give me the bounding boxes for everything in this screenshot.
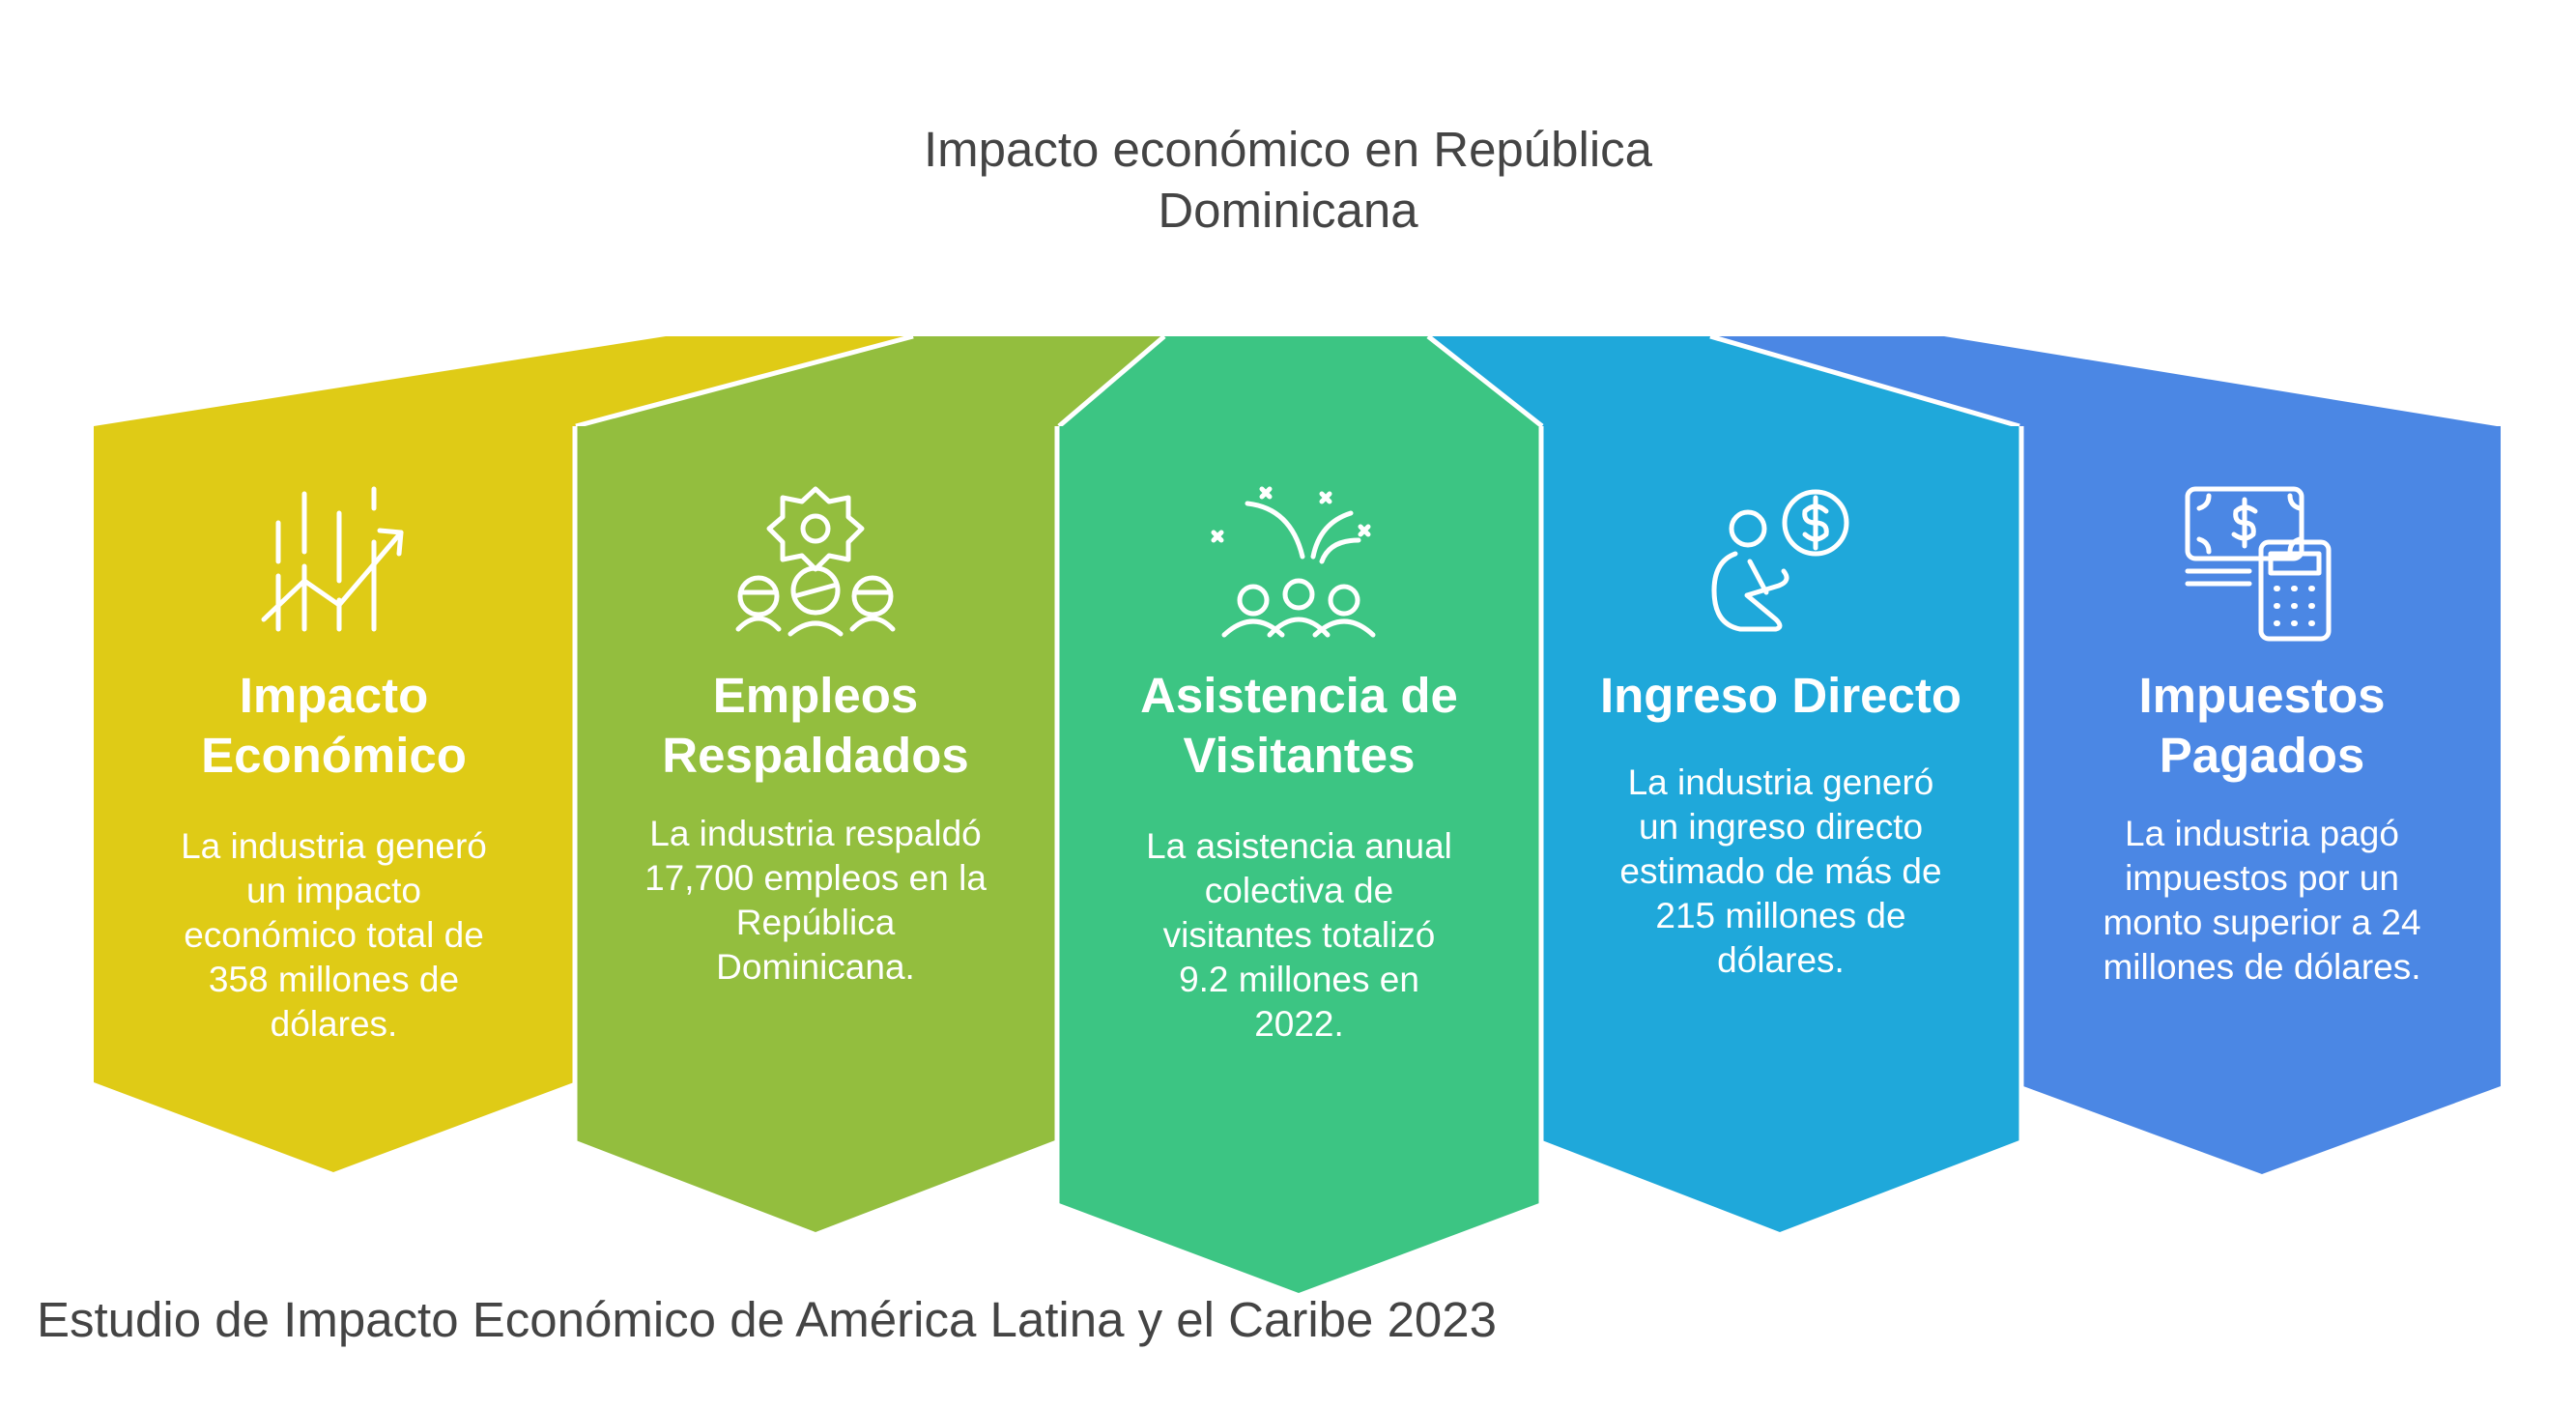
panel-empleos-respaldados: Empleos Respaldados La industria respaldó… [576,426,1055,1232]
panel-impacto-economico: Impacto Económico La industria generó un i… [94,426,574,1170]
panel-3-description: La asistencia anual colectiva de visitante… [1146,826,1452,1044]
panel-impuestos-pagados: Impuestos Pagados La industria pagó impues… [2023,426,2501,1174]
panel-2-shape [576,426,1055,1232]
panel-asistencia-visitantes: Asistencia de Visitantes La asistencia an… [1059,426,1539,1293]
flap-4 [1428,336,2019,426]
panel-ingreso-directo: Ingreso Directo La industria generó un in… [1542,426,2019,1232]
celebrating-crowd-icon [1211,486,1376,638]
title-line-1: Impacto económico en República [923,122,1653,177]
flap-5 [1710,336,2497,426]
panel-2-description: La industria respaldó 17,700 empleos en l… [644,814,987,987]
team-gear-icon [735,486,896,637]
flap-3 [1059,336,1542,426]
panel-1-heading: Impacto Económico [201,668,467,783]
panel-1-shape [94,426,574,1172]
money-calculator-icon [2185,486,2332,642]
panel-3-shape [1059,426,1539,1293]
title-line-2: Dominicana [1158,183,1418,238]
panel-4-shape [1542,426,2019,1232]
flap-2 [576,336,1164,426]
person-dollar-icon [1711,489,1849,632]
panel-2-heading: Empleos Respaldados [662,668,969,783]
page-title: Impacto económico en República Dominican… [708,119,1868,241]
panel-4-description: La industria generó un ingreso directo est… [1619,762,1942,980]
growth-chart-icon [261,486,404,632]
footer-source: Estudio de Impacto Económico de América … [37,1292,1498,1347]
flap-1 [94,336,995,426]
panel-4-heading: Ingreso Directo [1599,668,1962,723]
panel-5-shape [2023,426,2501,1174]
panel-1-description: La industria generó un impacto económico t… [181,826,487,1044]
panel-3-heading: Asistencia de Visitantes [1140,668,1458,783]
panel-5-description: La industria pagó impuestos por un monto s… [2103,814,2421,987]
panel-5-heading: Impuestos Pagados [2138,668,2386,783]
